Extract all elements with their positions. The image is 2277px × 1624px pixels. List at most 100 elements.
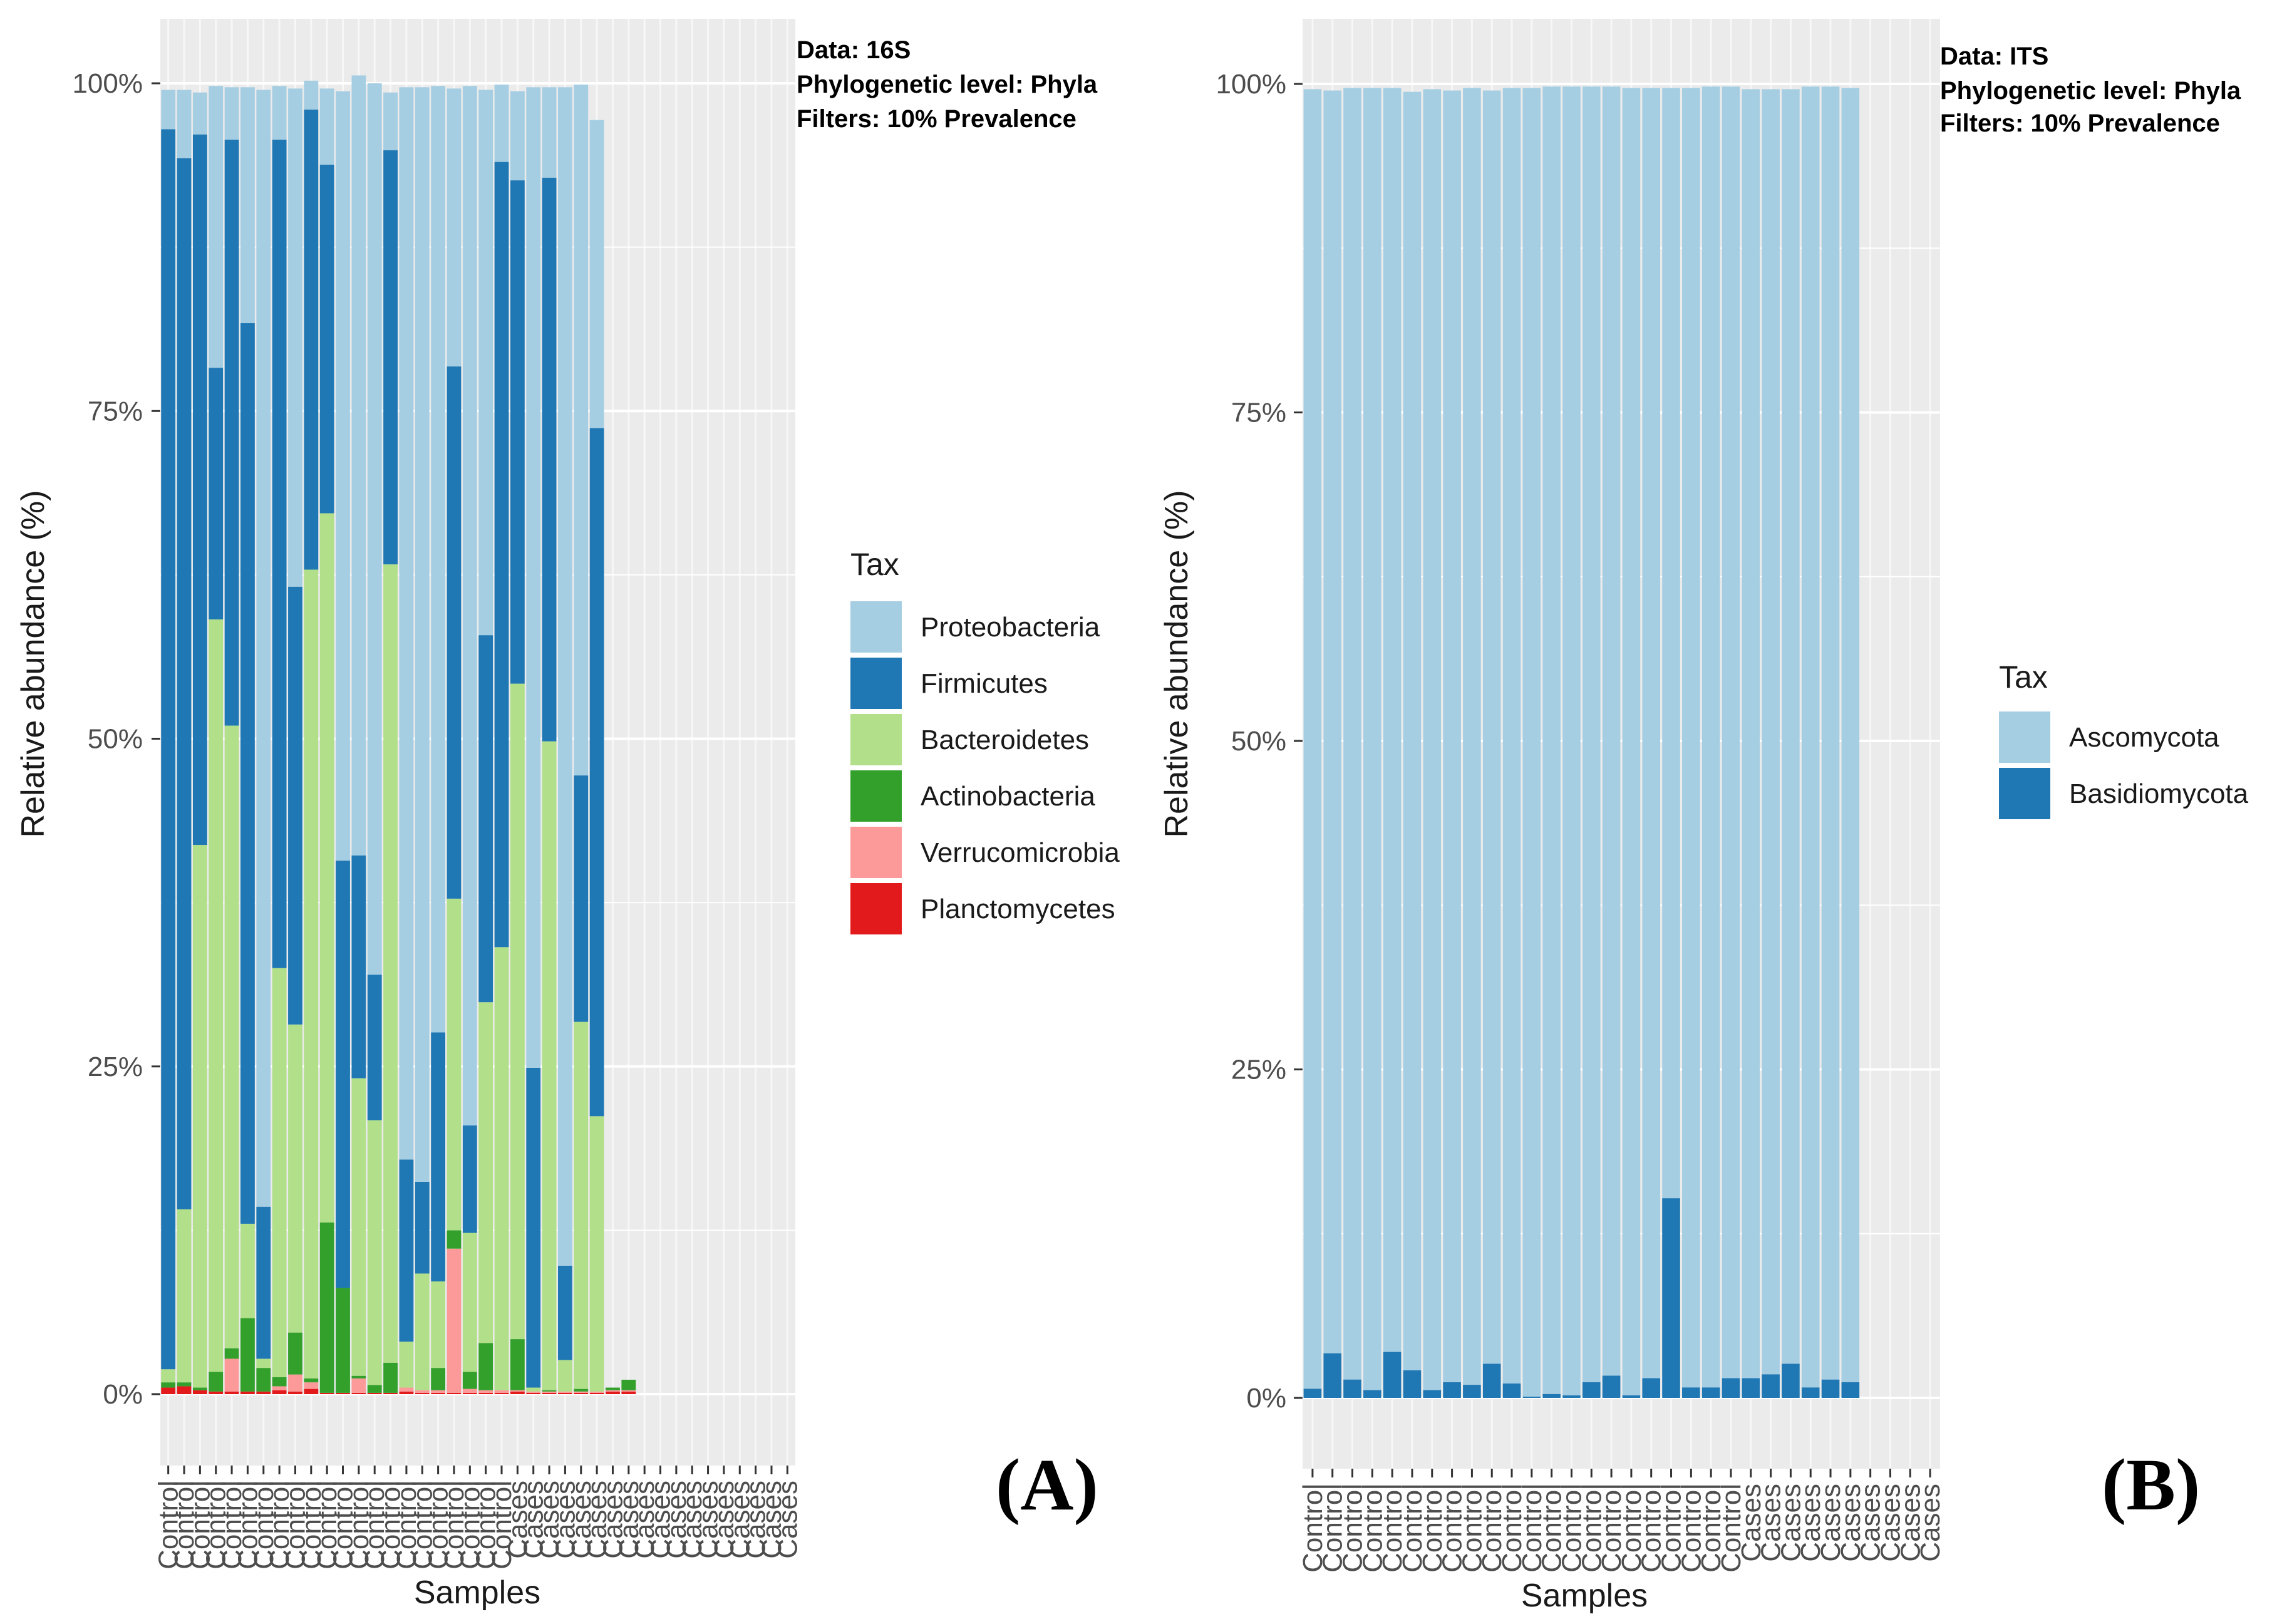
bar-segment-basidiomycota (1542, 1394, 1561, 1398)
bar-segment-verrucomicrobia (447, 1248, 462, 1393)
bar-segment-firmicutes (431, 1032, 446, 1282)
annotation-a-line-1: Data: 16S (797, 36, 911, 64)
x-tick-label: Cases (614, 1481, 644, 1559)
legend-key-firmicutes (850, 658, 902, 709)
x-tick-label: Cases (550, 1481, 581, 1559)
legend-label-verrucomicrobia: Verrucomicrobia (921, 837, 1120, 868)
bar-segment-planctomycetes (510, 1391, 525, 1394)
bar-segment-proteobacteria (304, 80, 319, 110)
bar-segment-planctomycetes (621, 1391, 636, 1394)
bar-segment-bacteroidetes (447, 898, 462, 1231)
bar-segment-proteobacteria (462, 86, 477, 1125)
bar-segment-basidiomycota (1343, 1379, 1361, 1398)
bar-segment-planctomycetes (336, 1392, 350, 1394)
bar-segment-ascomycota (1542, 86, 1561, 1394)
bar-segment-actinobacteria (383, 1362, 398, 1393)
bar-segment-planctomycetes (494, 1392, 509, 1394)
x-tick-label: Cases (1736, 1484, 1767, 1562)
y-tick-label: 0% (1246, 1383, 1286, 1414)
annotation-a-line-3: Filters: 10% Prevalence (797, 105, 1077, 133)
bar-segment-planctomycetes (177, 1386, 192, 1394)
y-tick-label: 50% (88, 724, 143, 755)
bar-segment-ascomycota (1423, 89, 1442, 1390)
x-tick-label: Control (1537, 1484, 1567, 1573)
y-tick-label: 75% (88, 396, 143, 427)
annotation-b-line-1: Data: ITS (1940, 43, 2048, 70)
bar-segment-verrucomicrobia (494, 1390, 509, 1393)
bar-segment-planctomycetes (462, 1392, 477, 1394)
bar-segment-bacteroidetes (177, 1209, 192, 1383)
bar-segment-proteobacteria (224, 87, 239, 140)
bar-segment-ascomycota (1821, 86, 1840, 1380)
bar-segment-firmicutes (462, 1125, 477, 1233)
bar-segment-basidiomycota (1722, 1378, 1740, 1398)
y-tick-label: 25% (88, 1052, 143, 1082)
bar-segment-planctomycetes (224, 1391, 239, 1394)
bar-segment-bacteroidetes (478, 1002, 493, 1343)
bar-segment-basidiomycota (1782, 1363, 1800, 1398)
x-tick-label: Cases (502, 1481, 533, 1559)
bar-segment-firmicutes (510, 180, 525, 684)
bar-segment-planctomycetes (304, 1389, 319, 1394)
legend-key-basidiomycota (1999, 768, 2050, 819)
x-tick-label: Cases (709, 1481, 740, 1559)
bar-segment-firmicutes (447, 366, 462, 899)
bar-segment-firmicutes (161, 129, 176, 1370)
bar-segment-proteobacteria (351, 75, 366, 856)
bar-segment-verrucomicrobia (574, 1391, 589, 1393)
panel-label-a: (A) (996, 1444, 1098, 1526)
bar-segment-ascomycota (1682, 88, 1700, 1388)
bar-segment-basidiomycota (1642, 1378, 1661, 1398)
x-tick-label: Cases (1836, 1484, 1866, 1562)
legend-label-proteobacteria: Proteobacteria (921, 612, 1100, 643)
x-tick-label: Cases (677, 1481, 708, 1559)
bar-segment-bacteroidetes (574, 1021, 589, 1389)
x-tick-label: Cases (597, 1481, 628, 1559)
bar-segment-ascomycota (1622, 88, 1641, 1395)
x-tick-label: Control (344, 1481, 374, 1570)
y-axis-label-b: Relative abundance (%) (1159, 490, 1195, 838)
bar-segment-ascomycota (1722, 86, 1740, 1378)
bar-segment-basidiomycota (1841, 1382, 1860, 1398)
bar-segment-firmicutes (367, 975, 382, 1120)
bar-segment-verrucomicrobia (415, 1390, 430, 1393)
bar-segment-verrucomicrobia (272, 1386, 287, 1390)
bar-segment-planctomycetes (399, 1391, 414, 1394)
bar-segment-ascomycota (1602, 86, 1621, 1376)
x-tick-label: Control (232, 1481, 263, 1570)
x-axis-label-b: Samples (1521, 1578, 1648, 1614)
bar-segment-firmicutes (319, 164, 334, 514)
bar-segment-ascomycota (1642, 88, 1661, 1378)
legend-title-a: Tax (850, 547, 899, 582)
bar-segment-planctomycetes (161, 1387, 176, 1394)
annotation-b-line-3: Filters: 10% Prevalence (1940, 110, 2220, 137)
x-tick-label: Control (1596, 1484, 1627, 1573)
x-tick-label: Control (1676, 1484, 1706, 1573)
x-tick-label: Control (1477, 1484, 1507, 1573)
bar-segment-planctomycetes (351, 1392, 366, 1394)
bar-segment-planctomycetes (558, 1392, 572, 1394)
bar-segment-ascomycota (1363, 88, 1381, 1390)
bar-segment-bacteroidetes (240, 1223, 255, 1318)
bar-segment-planctomycetes (589, 1392, 604, 1394)
bar-segment-actinobacteria (367, 1385, 382, 1393)
bar-segment-bacteroidetes (351, 1078, 366, 1376)
bar-segment-ascomycota (1343, 88, 1361, 1380)
x-tick-label: Control (1377, 1484, 1408, 1573)
bar-segment-ascomycota (1463, 88, 1481, 1385)
bar-segment-basidiomycota (1682, 1387, 1700, 1398)
bar-segment-ascomycota (1522, 88, 1541, 1397)
bar-segment-verrucomicrobia (606, 1390, 620, 1392)
bar-segment-basidiomycota (1323, 1353, 1342, 1398)
x-tick-label: Control (1298, 1484, 1328, 1573)
bar-segment-bacteroidetes (526, 1387, 541, 1392)
x-tick-label: Cases (629, 1481, 660, 1559)
x-tick-label: Control (264, 1481, 295, 1570)
bar-segment-basidiomycota (1622, 1395, 1641, 1398)
bar-segment-bacteroidetes (319, 513, 334, 1223)
bar-segment-ascomycota (1701, 86, 1720, 1388)
plot-background-a (160, 19, 795, 1466)
bar-segment-proteobacteria (447, 88, 462, 367)
bar-segment-ascomycota (1403, 91, 1422, 1370)
bar-segment-firmicutes (209, 368, 224, 620)
